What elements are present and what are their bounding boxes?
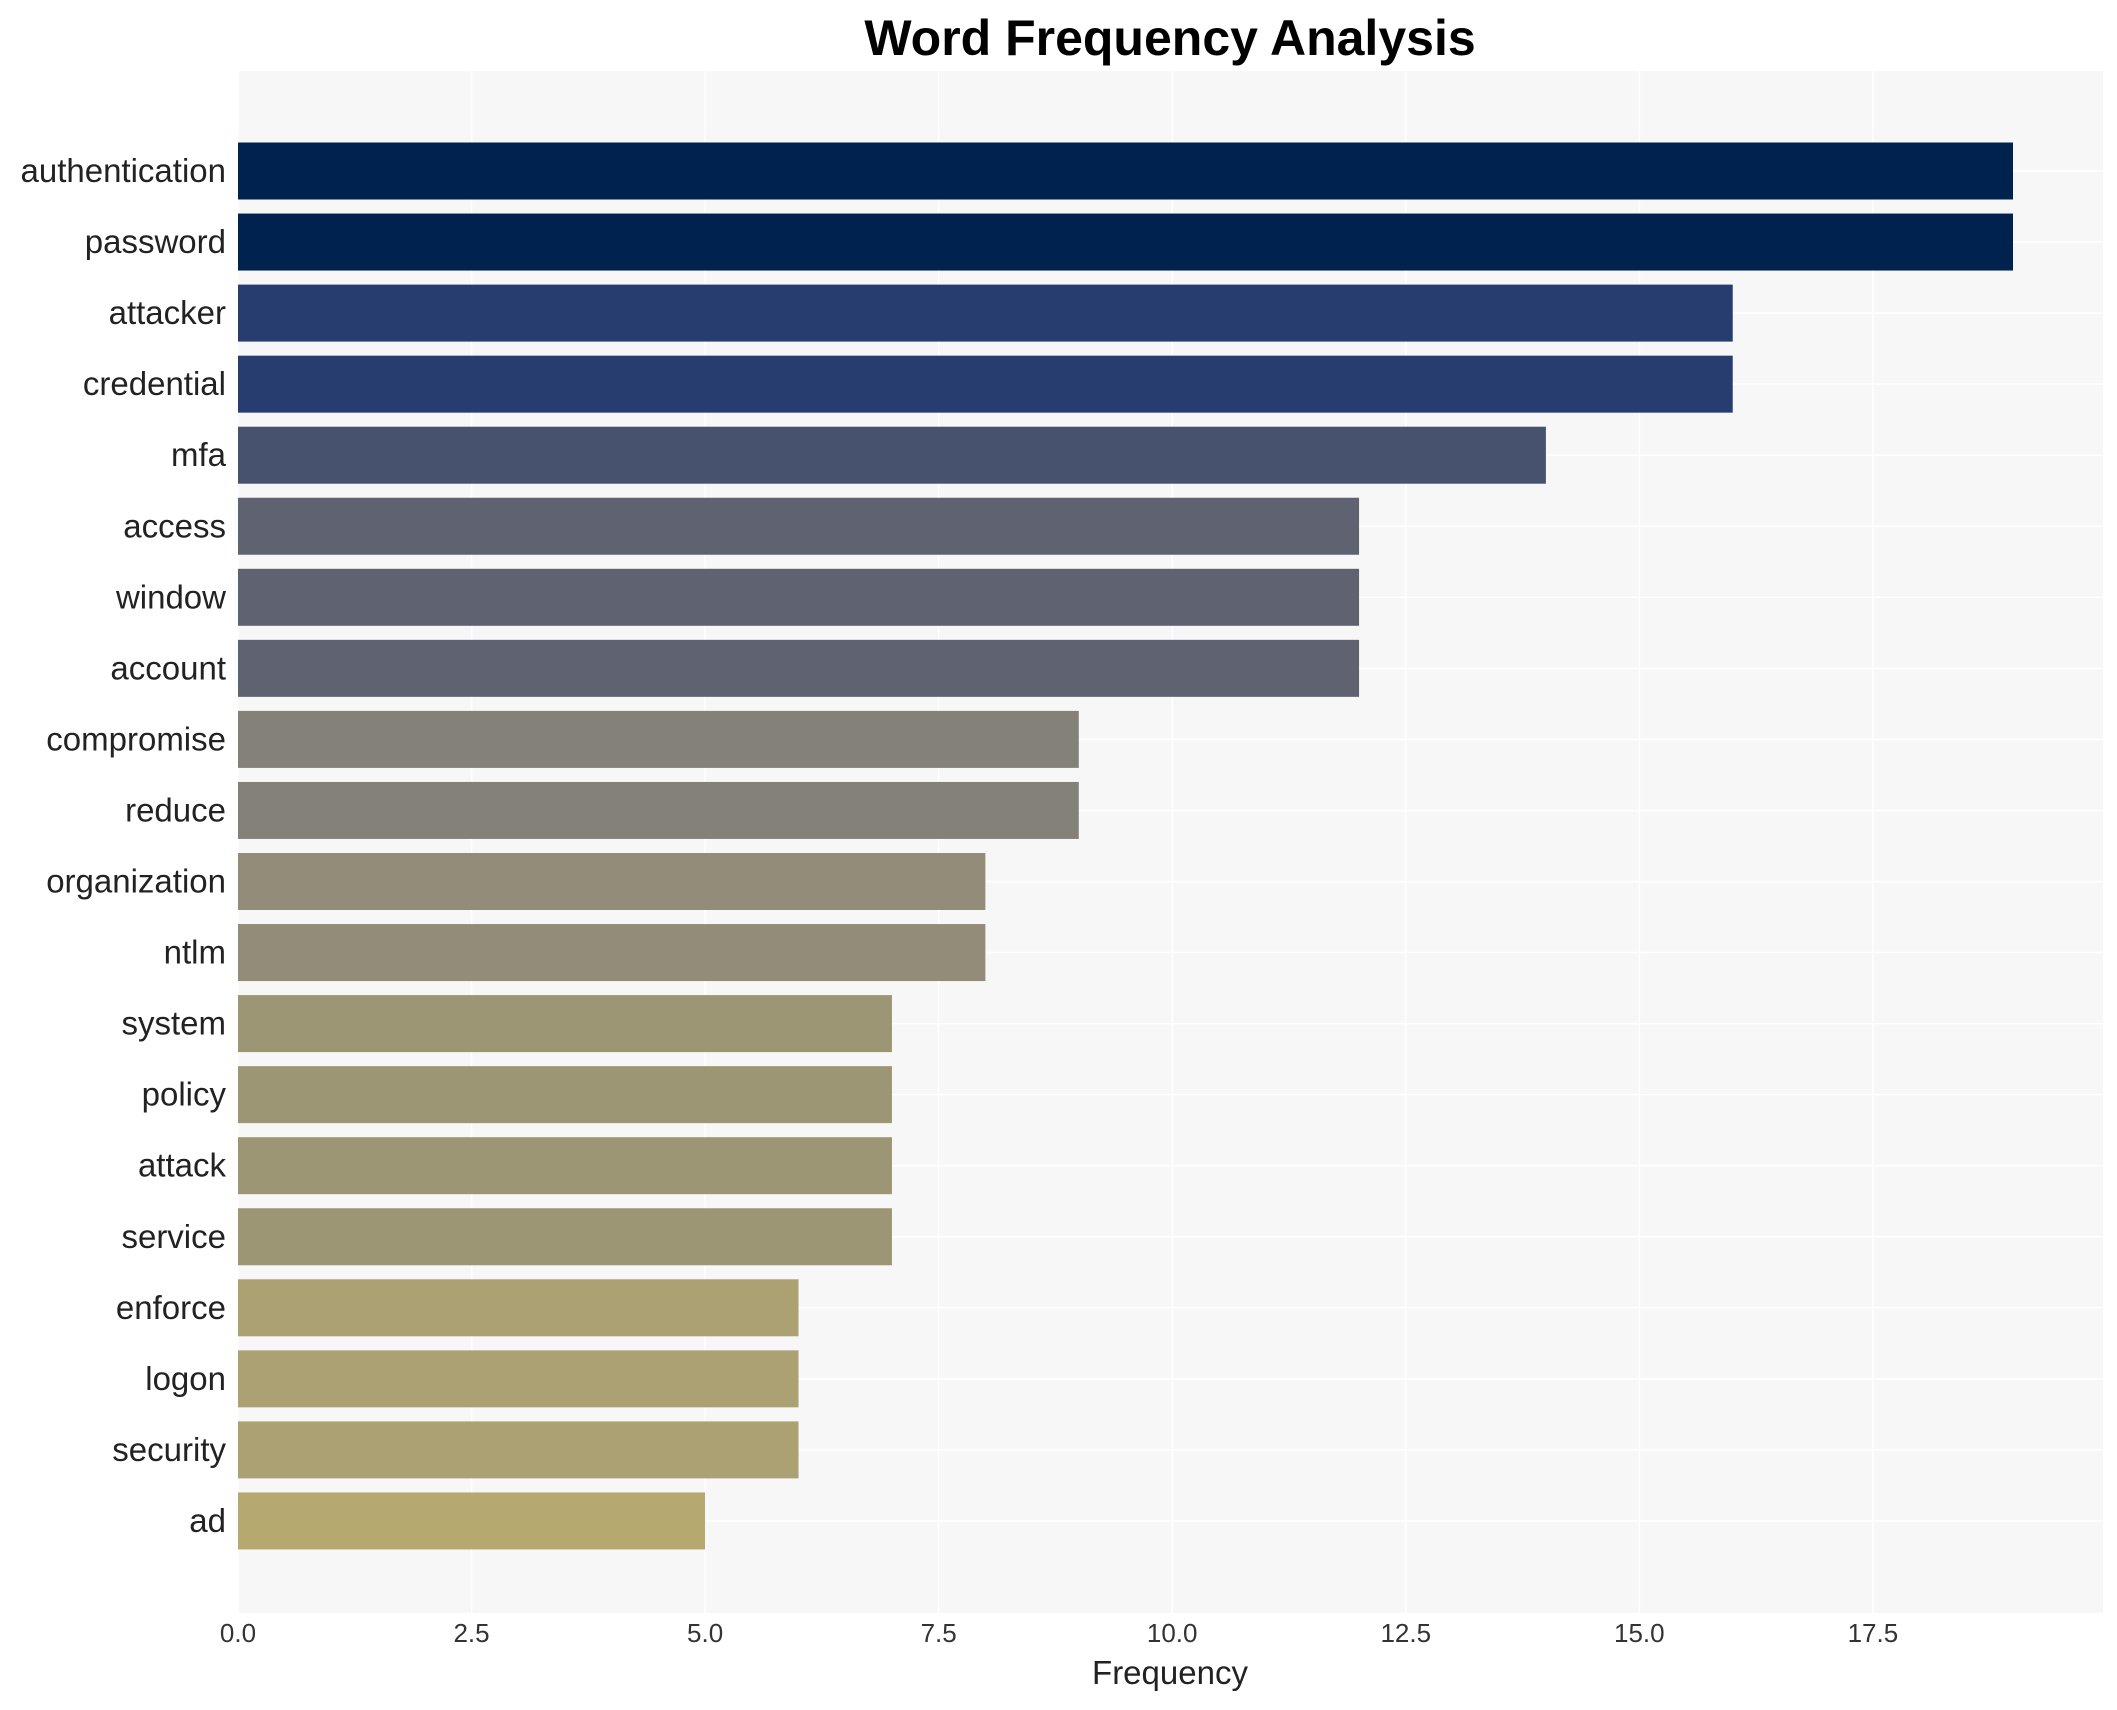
bar-compromise [238, 710, 1079, 768]
bar-account [238, 639, 1360, 697]
category-label-compromise: compromise [46, 720, 226, 757]
x-tick-label: 0.0 [220, 1618, 256, 1648]
category-label-account: account [110, 649, 226, 686]
category-label-reduce: reduce [125, 791, 226, 828]
category-label-ntlm: ntlm [164, 934, 226, 971]
x-tick-label: 2.5 [453, 1618, 489, 1648]
category-label-logon: logon [145, 1360, 226, 1397]
bars [238, 142, 2013, 1550]
category-labels: authentication password attacker credential… [21, 152, 227, 1539]
bar-system [238, 995, 892, 1053]
bar-window [238, 568, 1360, 626]
bar-access [238, 497, 1360, 555]
category-label-access: access [123, 507, 226, 544]
x-tick-label: 12.5 [1380, 1618, 1431, 1648]
category-label-enforce: enforce [116, 1289, 226, 1326]
category-label-policy: policy [142, 1076, 227, 1113]
category-label-password: password [85, 223, 226, 260]
bar-attack [238, 1137, 892, 1195]
bar-reduce [238, 781, 1079, 839]
category-label-credential: credential [83, 365, 226, 402]
category-label-attack: attack [138, 1147, 227, 1184]
bar-service [238, 1208, 892, 1266]
category-label-security: security [112, 1431, 226, 1468]
bar-organization [238, 853, 986, 910]
bar-ntlm [238, 924, 986, 982]
category-label-system: system [121, 1005, 226, 1042]
category-label-attacker: attacker [109, 294, 226, 331]
category-label-service: service [121, 1218, 226, 1255]
bar-policy [238, 1066, 892, 1124]
bar-mfa [238, 426, 1546, 484]
bar-enforce [238, 1279, 799, 1337]
x-tick-labels: 0.0 2.5 5.0 7.5 10.0 12.5 15.0 17.5 [220, 1618, 1898, 1648]
chart-title: Word Frequency Analysis [864, 10, 1475, 66]
x-tick-label: 7.5 [921, 1618, 957, 1648]
bar-ad [238, 1492, 706, 1550]
bar-attacker [238, 284, 1733, 342]
category-label-mfa: mfa [171, 436, 227, 473]
bar-password [238, 213, 2013, 271]
category-label-authentication: authentication [21, 152, 227, 189]
bar-credential [238, 355, 1733, 413]
x-tick-label: 5.0 [687, 1618, 723, 1648]
bar-security [238, 1421, 799, 1479]
x-tick-label: 17.5 [1848, 1618, 1899, 1648]
category-label-organization: organization [46, 863, 226, 900]
category-label-window: window [115, 578, 226, 615]
x-axis-title: Frequency [1092, 1654, 1248, 1691]
bar-logon [238, 1350, 799, 1408]
bar-authentication [238, 142, 2013, 200]
x-tick-label: 10.0 [1147, 1618, 1198, 1648]
category-label-ad: ad [189, 1502, 226, 1539]
x-tick-label: 15.0 [1614, 1618, 1665, 1648]
